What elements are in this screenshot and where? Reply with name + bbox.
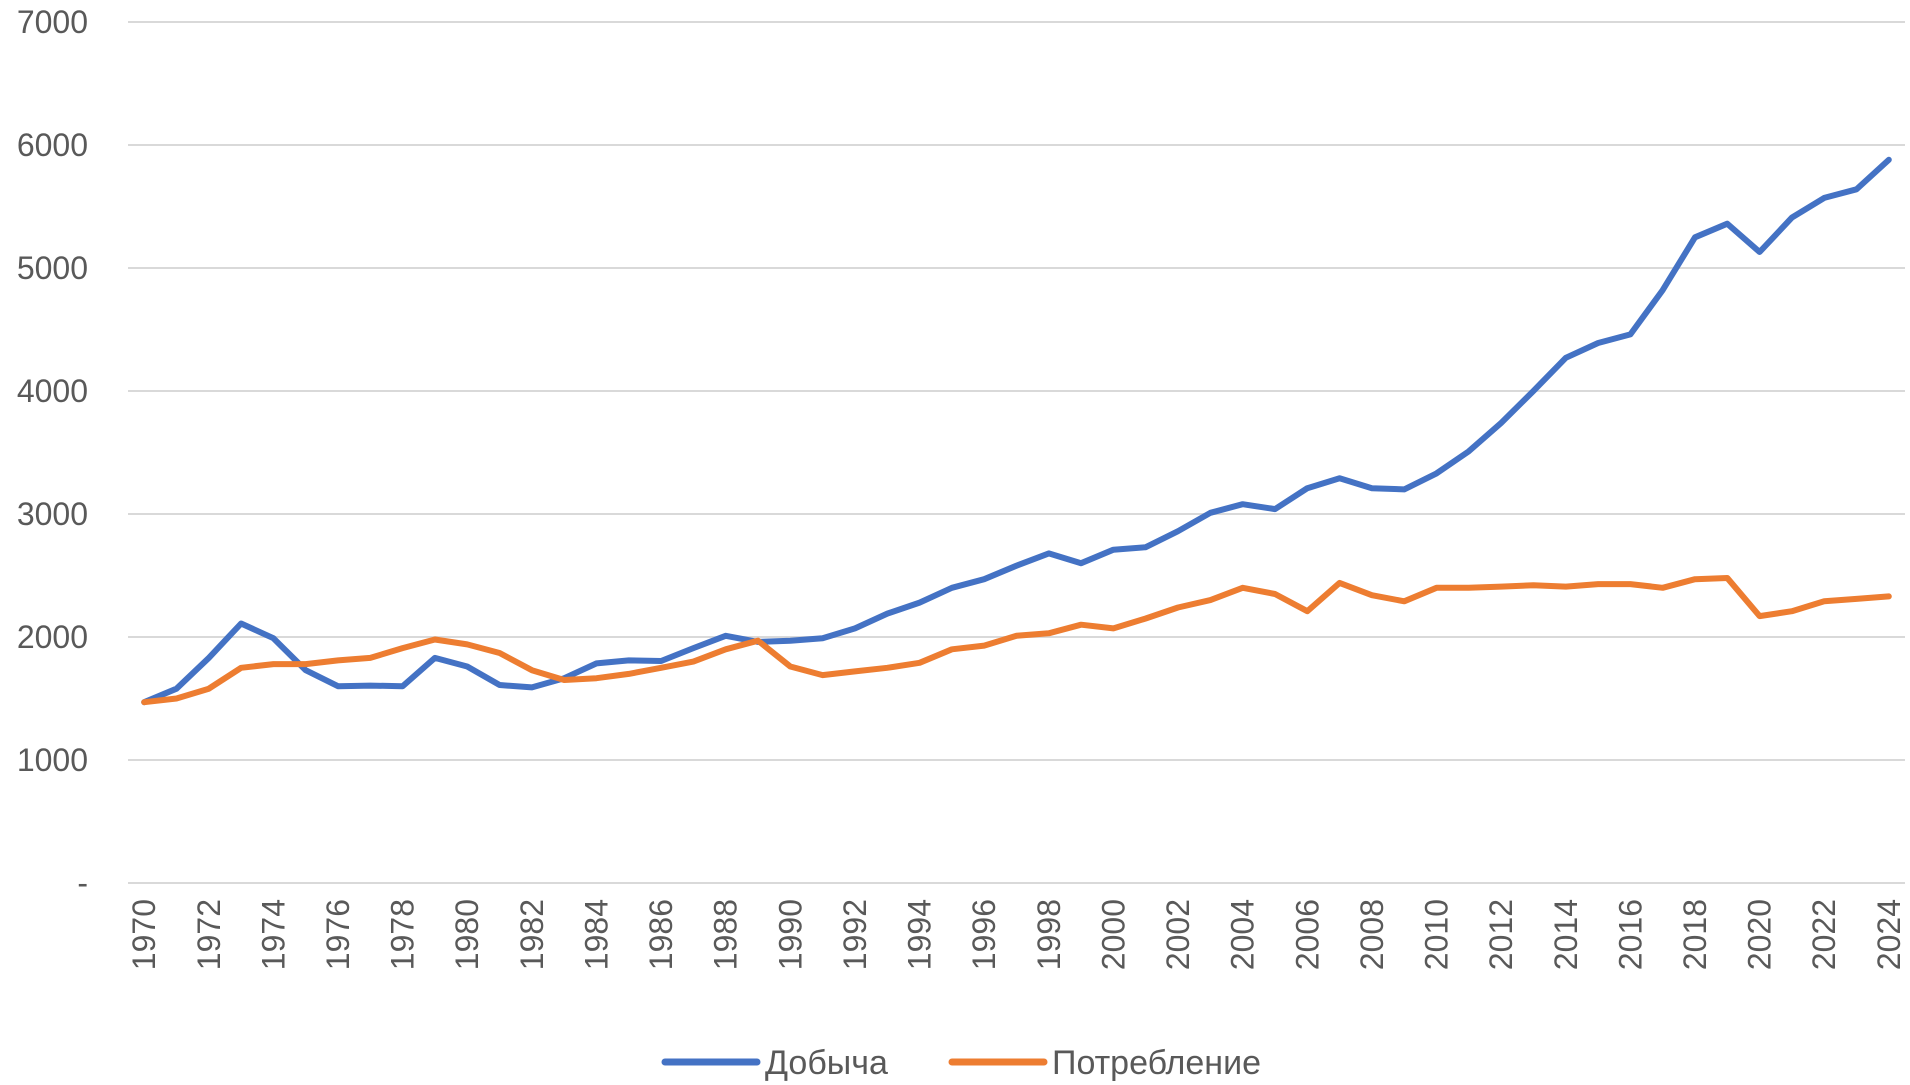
x-tick-label: 2012: [1483, 899, 1519, 970]
x-tick-label: 1996: [966, 899, 1002, 970]
x-tick-label: 2000: [1095, 899, 1131, 970]
x-tick-label: 2018: [1677, 899, 1713, 970]
y-axis-ticks: - 1000 2000 3000 4000 5000 6000 7000: [17, 4, 88, 901]
x-tick-label: 2006: [1289, 899, 1325, 970]
gridlines: [128, 21, 1905, 884]
legend: Добыча Потребление: [661, 1044, 1261, 1082]
legend-label: Добыча: [765, 1044, 888, 1082]
x-tick-label: 1970: [126, 899, 162, 970]
x-tick-label: 1976: [320, 899, 356, 970]
x-tick-label: 1982: [514, 899, 550, 970]
x-tick-label: 1978: [385, 899, 421, 970]
x-tick-label: 2016: [1612, 899, 1648, 970]
series-line: [141, 156, 1892, 706]
y-tick-label: 4000: [17, 373, 88, 409]
x-tick-label: 1980: [449, 899, 485, 970]
y-tick-label: -: [77, 865, 88, 901]
y-tick-label: 5000: [17, 250, 88, 286]
x-tick-label: 2010: [1419, 899, 1455, 970]
series-lines: [141, 156, 1892, 706]
x-tick-label: 2024: [1871, 899, 1907, 970]
x-tick-label: 1974: [255, 899, 291, 970]
x-tick-label: 2004: [1225, 899, 1261, 970]
x-tick-label: 1990: [772, 899, 808, 970]
legend-label: Потребление: [1052, 1044, 1261, 1082]
x-tick-label: 2002: [1160, 899, 1196, 970]
x-tick-label: 1992: [837, 899, 873, 970]
y-tick-label: 3000: [17, 496, 88, 532]
x-tick-label: 2020: [1742, 899, 1778, 970]
x-tick-label: 1984: [578, 899, 614, 970]
x-tick-label: 1998: [1031, 899, 1067, 970]
x-tick-label: 1988: [708, 899, 744, 970]
x-tick-label: 1972: [191, 899, 227, 970]
y-tick-label: 7000: [17, 4, 88, 40]
x-axis-ticks: 1970 1972 1974 1976 1978 1980 1982 1984 1986 1988…: [126, 899, 1907, 970]
x-tick-label: 1994: [902, 899, 938, 970]
series-line: [141, 575, 1892, 706]
x-tick-label: 2014: [1548, 899, 1584, 970]
x-tick-label: 2022: [1806, 899, 1842, 970]
x-tick-label: 2008: [1354, 899, 1390, 970]
y-tick-label: 1000: [17, 742, 88, 778]
y-tick-label: 6000: [17, 127, 88, 163]
x-tick-label: 1986: [643, 899, 679, 970]
y-tick-label: 2000: [17, 619, 88, 655]
